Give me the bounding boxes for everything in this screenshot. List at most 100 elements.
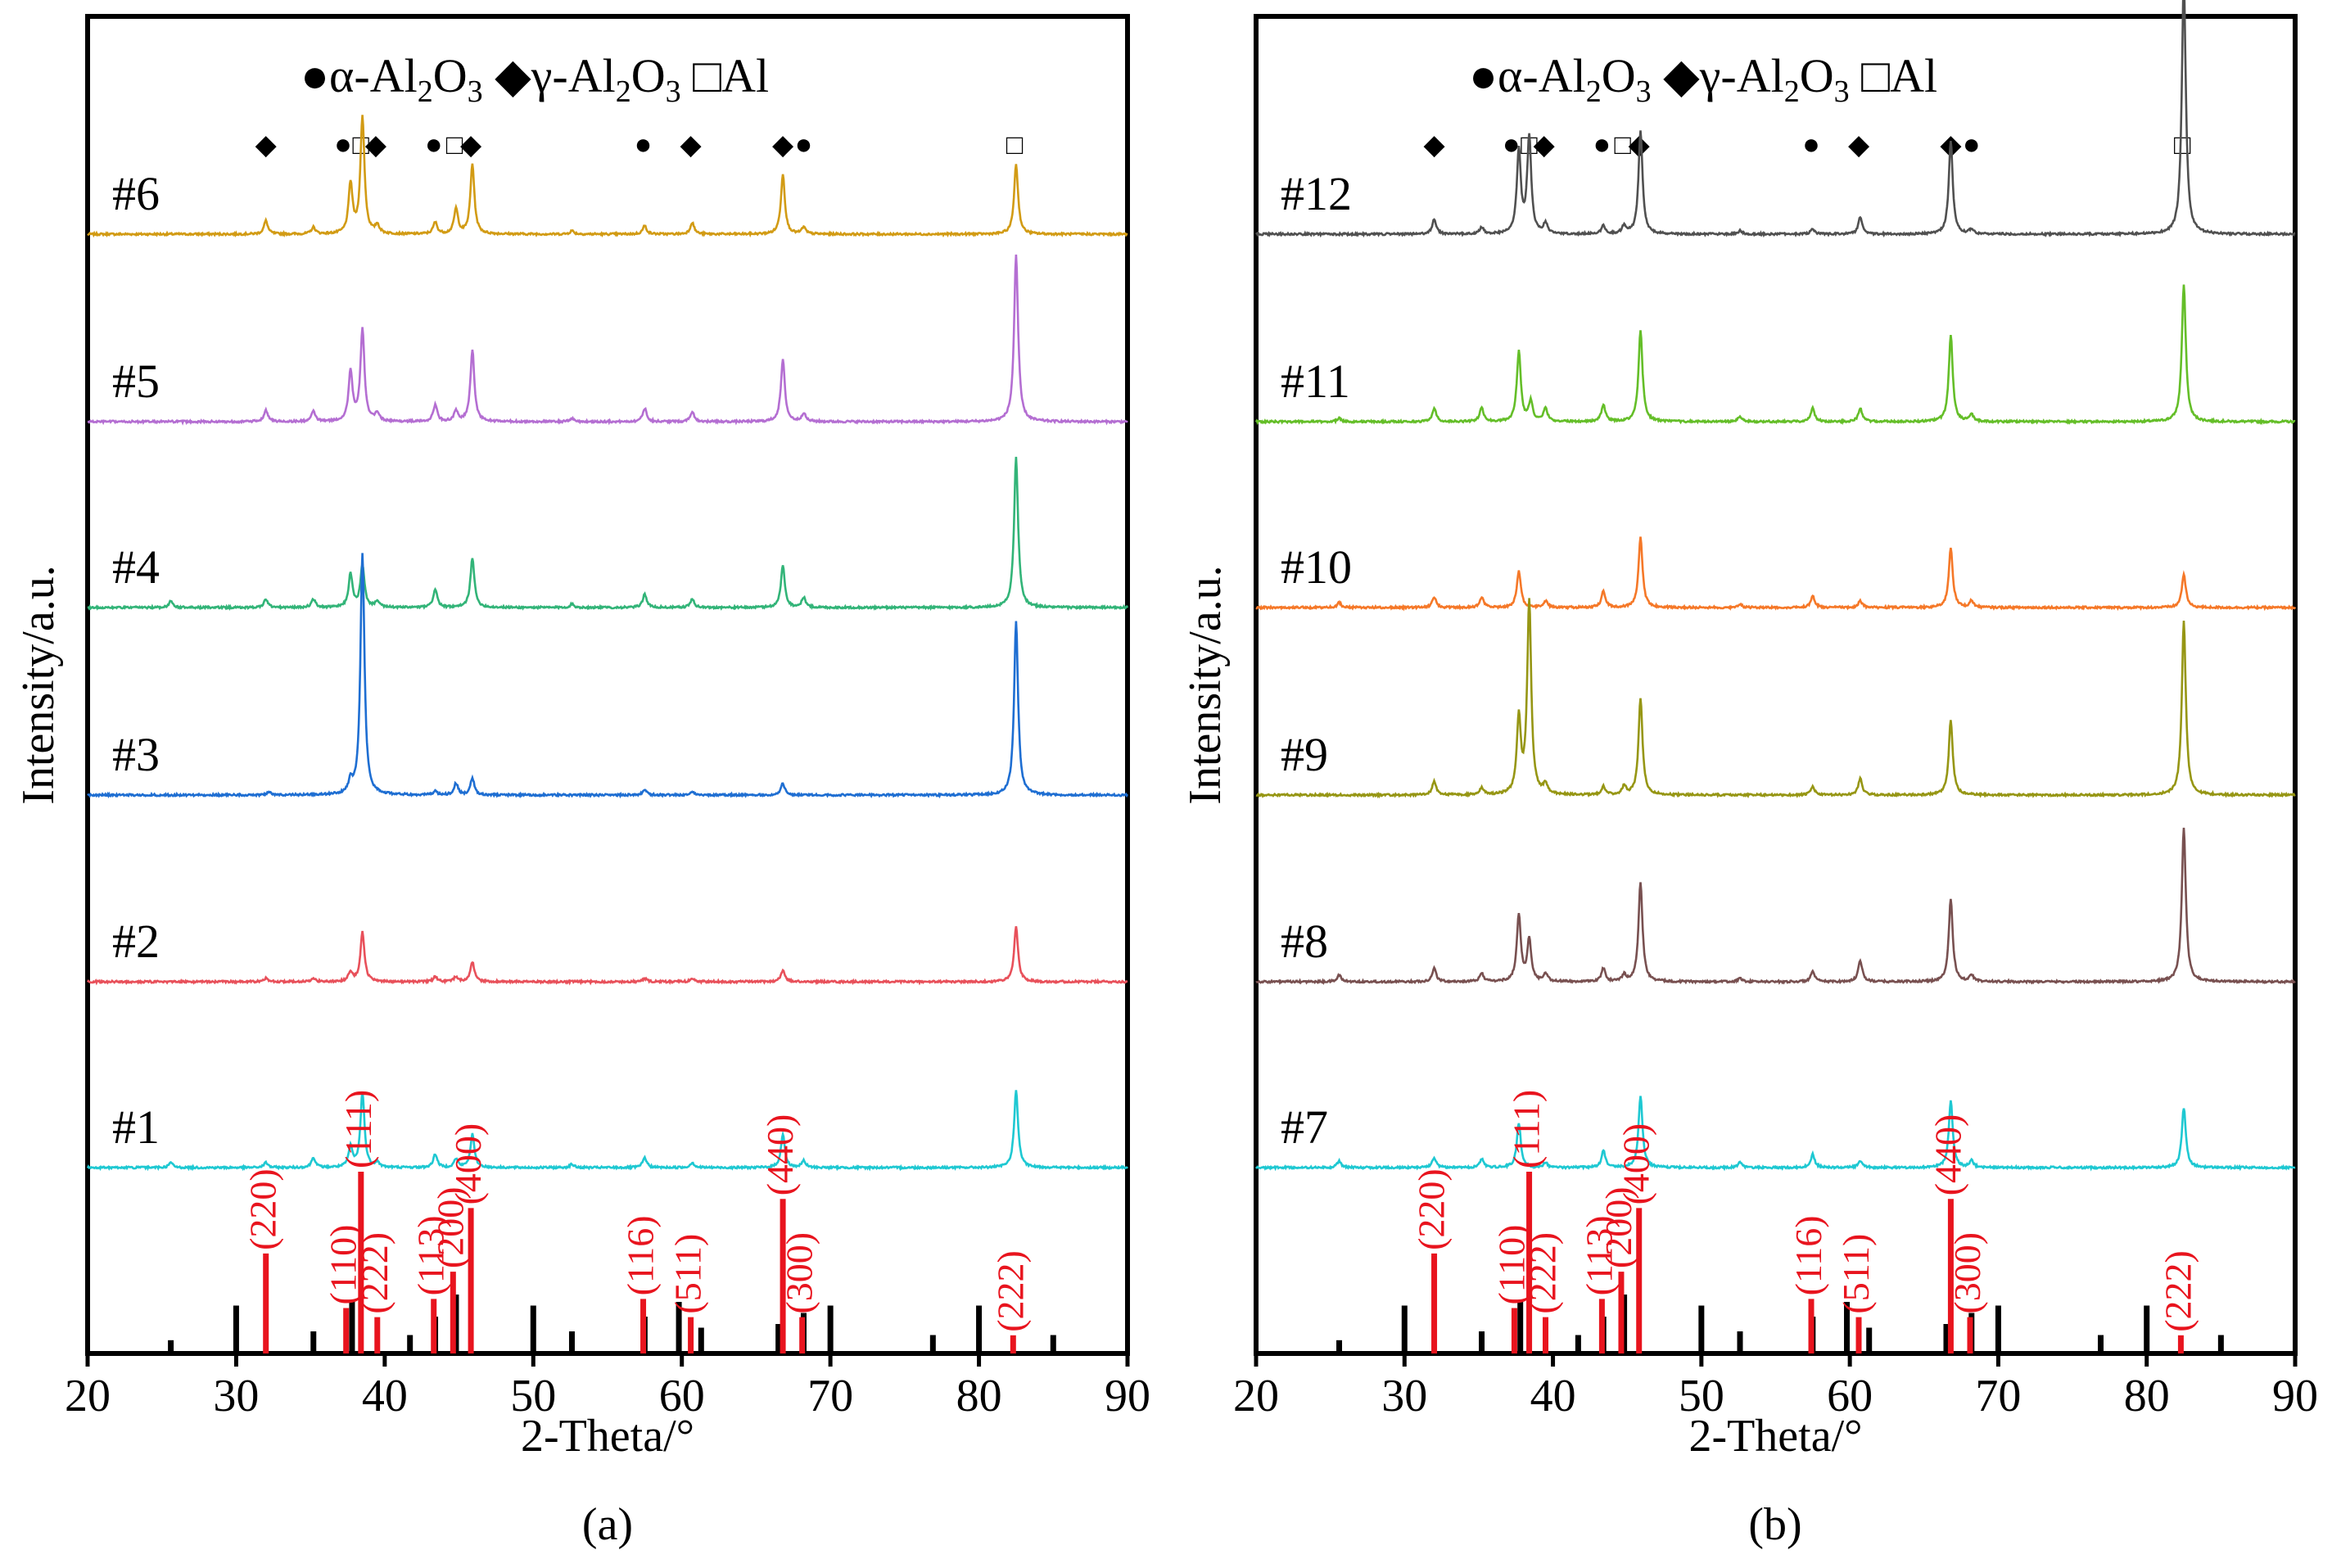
- sample-label: #6: [112, 167, 160, 220]
- xrd-pattern: [1255, 827, 2296, 986]
- legend-gamma-marker: ◆: [483, 49, 532, 102]
- legend-al-text: Al: [1890, 49, 1937, 102]
- hkl-label: (113): [1578, 1215, 1620, 1295]
- x-tick-label: 40: [362, 1371, 408, 1421]
- legend-alpha-sub: 3: [468, 75, 483, 109]
- phase-marker: ●: [1802, 128, 1820, 160]
- phase-marker: ◆: [772, 130, 794, 160]
- chart-panel-a: 20 30 40 50 60 70 80 90 2-Theta/° Intensity/a.u. (…: [13, 14, 1150, 1550]
- x-tick-label: 40: [1530, 1371, 1576, 1421]
- xrd-pattern: [87, 456, 1129, 612]
- x-tick-label: 70: [1975, 1371, 2021, 1421]
- sample-label: #10: [1281, 540, 1352, 594]
- chart-panel-b: 20 30 40 50 60 70 80 90 2-Theta/° Intensity/a.u. (…: [1180, 0, 2318, 1550]
- phase-marker: ◆: [255, 130, 278, 160]
- phase-marker: ●: [795, 128, 813, 160]
- xrd-pattern: [1255, 1096, 2296, 1172]
- xrd-pattern: [87, 115, 1128, 238]
- x-tick-label: 70: [807, 1371, 853, 1421]
- y-axis-label: Intensity/a.u.: [13, 565, 64, 804]
- phase-marker: ◆: [1534, 130, 1556, 160]
- phase-marker: ◆: [1848, 130, 1870, 160]
- legend-gamma-text: γ-Al: [1699, 49, 1784, 102]
- hkl-label: (222): [1522, 1232, 1564, 1314]
- legend-alpha-marker: ●: [1469, 49, 1498, 102]
- legend-gamma-text: O: [1800, 49, 1834, 102]
- x-tick-label: 90: [1105, 1371, 1150, 1421]
- phase-marker: ●: [425, 128, 443, 160]
- hkl-label: (222): [2157, 1250, 2199, 1332]
- hkl-label: (511): [1835, 1234, 1877, 1314]
- hkl-label: (110): [323, 1225, 364, 1305]
- xrd-pattern: [1255, 536, 2297, 612]
- hkl-label: (200): [1598, 1186, 1639, 1268]
- legend-alpha-text: O: [433, 49, 468, 102]
- legend-gamma-text: γ-Al: [531, 49, 616, 102]
- legend-al-text: Al: [721, 49, 769, 102]
- hkl-label: (200): [429, 1186, 471, 1268]
- panel-label: (b): [1748, 1499, 1801, 1550]
- x-tick-label: 60: [659, 1371, 705, 1421]
- phase-marker: ●: [1503, 128, 1521, 160]
- x-axis-label: 2-Theta/°: [521, 1411, 694, 1462]
- hkl-label: (300): [779, 1232, 820, 1314]
- hkl-label: (222): [354, 1232, 395, 1314]
- phase-marker: ◆: [460, 130, 482, 160]
- x-tick-label: 60: [1827, 1371, 1873, 1421]
- x-tick-label: 50: [510, 1371, 556, 1421]
- sample-label: #7: [1281, 1100, 1328, 1154]
- phase-marker: □: [1615, 130, 1632, 160]
- hkl-label: (440): [759, 1114, 801, 1196]
- x-tick-label: 80: [2124, 1371, 2170, 1421]
- legend-gamma-sub: 2: [616, 75, 631, 109]
- x-tick-label: 20: [1233, 1371, 1279, 1421]
- xrd-pattern: [1255, 0, 2296, 238]
- hkl-label: (440): [1927, 1114, 1968, 1196]
- hkl-label: (300): [1946, 1232, 1988, 1314]
- legend-gamma-sub: 3: [1834, 75, 1850, 109]
- legend-gamma-marker: ◆: [1652, 49, 1701, 102]
- plot-frame: [1254, 14, 2298, 1356]
- xrd-pattern: [87, 553, 1129, 799]
- x-tick-label: 20: [65, 1371, 111, 1421]
- plot-frame: [85, 14, 1130, 1356]
- x-tick-label: 90: [2272, 1371, 2318, 1421]
- sample-label: #2: [112, 915, 160, 968]
- sample-label: #4: [112, 540, 160, 594]
- sample-label: #5: [112, 355, 160, 408]
- xrd-pattern: [87, 254, 1128, 426]
- legend-alpha-marker: ●: [301, 49, 329, 102]
- xrd-pattern: [1255, 598, 2296, 799]
- xrd-pattern: [86, 926, 1128, 986]
- legend-alpha-sub: 2: [418, 75, 433, 109]
- legend-alpha-sub: 3: [1636, 75, 1652, 109]
- phase-marker: ●: [1593, 128, 1611, 160]
- sample-label: #1: [112, 1100, 160, 1154]
- hkl-label: (220): [242, 1168, 284, 1250]
- phase-marker: ●: [1963, 128, 1981, 160]
- phase-marker: □: [2174, 130, 2191, 160]
- sample-label: #8: [1281, 915, 1328, 968]
- hkl-label: (400): [1616, 1123, 1657, 1205]
- legend-alpha-text: α-Al: [1498, 49, 1586, 102]
- legend-gamma-sub: 2: [1784, 75, 1800, 109]
- xrd-pattern: [86, 1090, 1129, 1172]
- legend-gamma-text: O: [631, 49, 666, 102]
- sample-label: #9: [1281, 728, 1328, 781]
- phase-marker: ◆: [1423, 130, 1445, 160]
- legend-gamma-sub: 3: [666, 75, 681, 109]
- x-tick-label: 50: [1679, 1371, 1724, 1421]
- phase-marker: □: [1006, 130, 1024, 160]
- hkl-label: (113): [410, 1215, 452, 1295]
- hkl-label: (222): [989, 1250, 1031, 1332]
- sample-label: #12: [1281, 167, 1352, 220]
- phase-marker: ●: [334, 128, 352, 160]
- hkl-label: (111): [1506, 1090, 1548, 1168]
- legend-alpha-text: α-Al: [329, 49, 418, 102]
- legend-alpha-sub: 2: [1586, 75, 1602, 109]
- phase-legend: ●α-Al2O3 ◆γ-Al2O3 □Al: [301, 49, 769, 109]
- phase-marker: ◆: [680, 130, 703, 160]
- y-axis-label: Intensity/a.u.: [1180, 565, 1231, 804]
- phase-legend: ●α-Al2O3 ◆γ-Al2O3 □Al: [1469, 49, 1937, 109]
